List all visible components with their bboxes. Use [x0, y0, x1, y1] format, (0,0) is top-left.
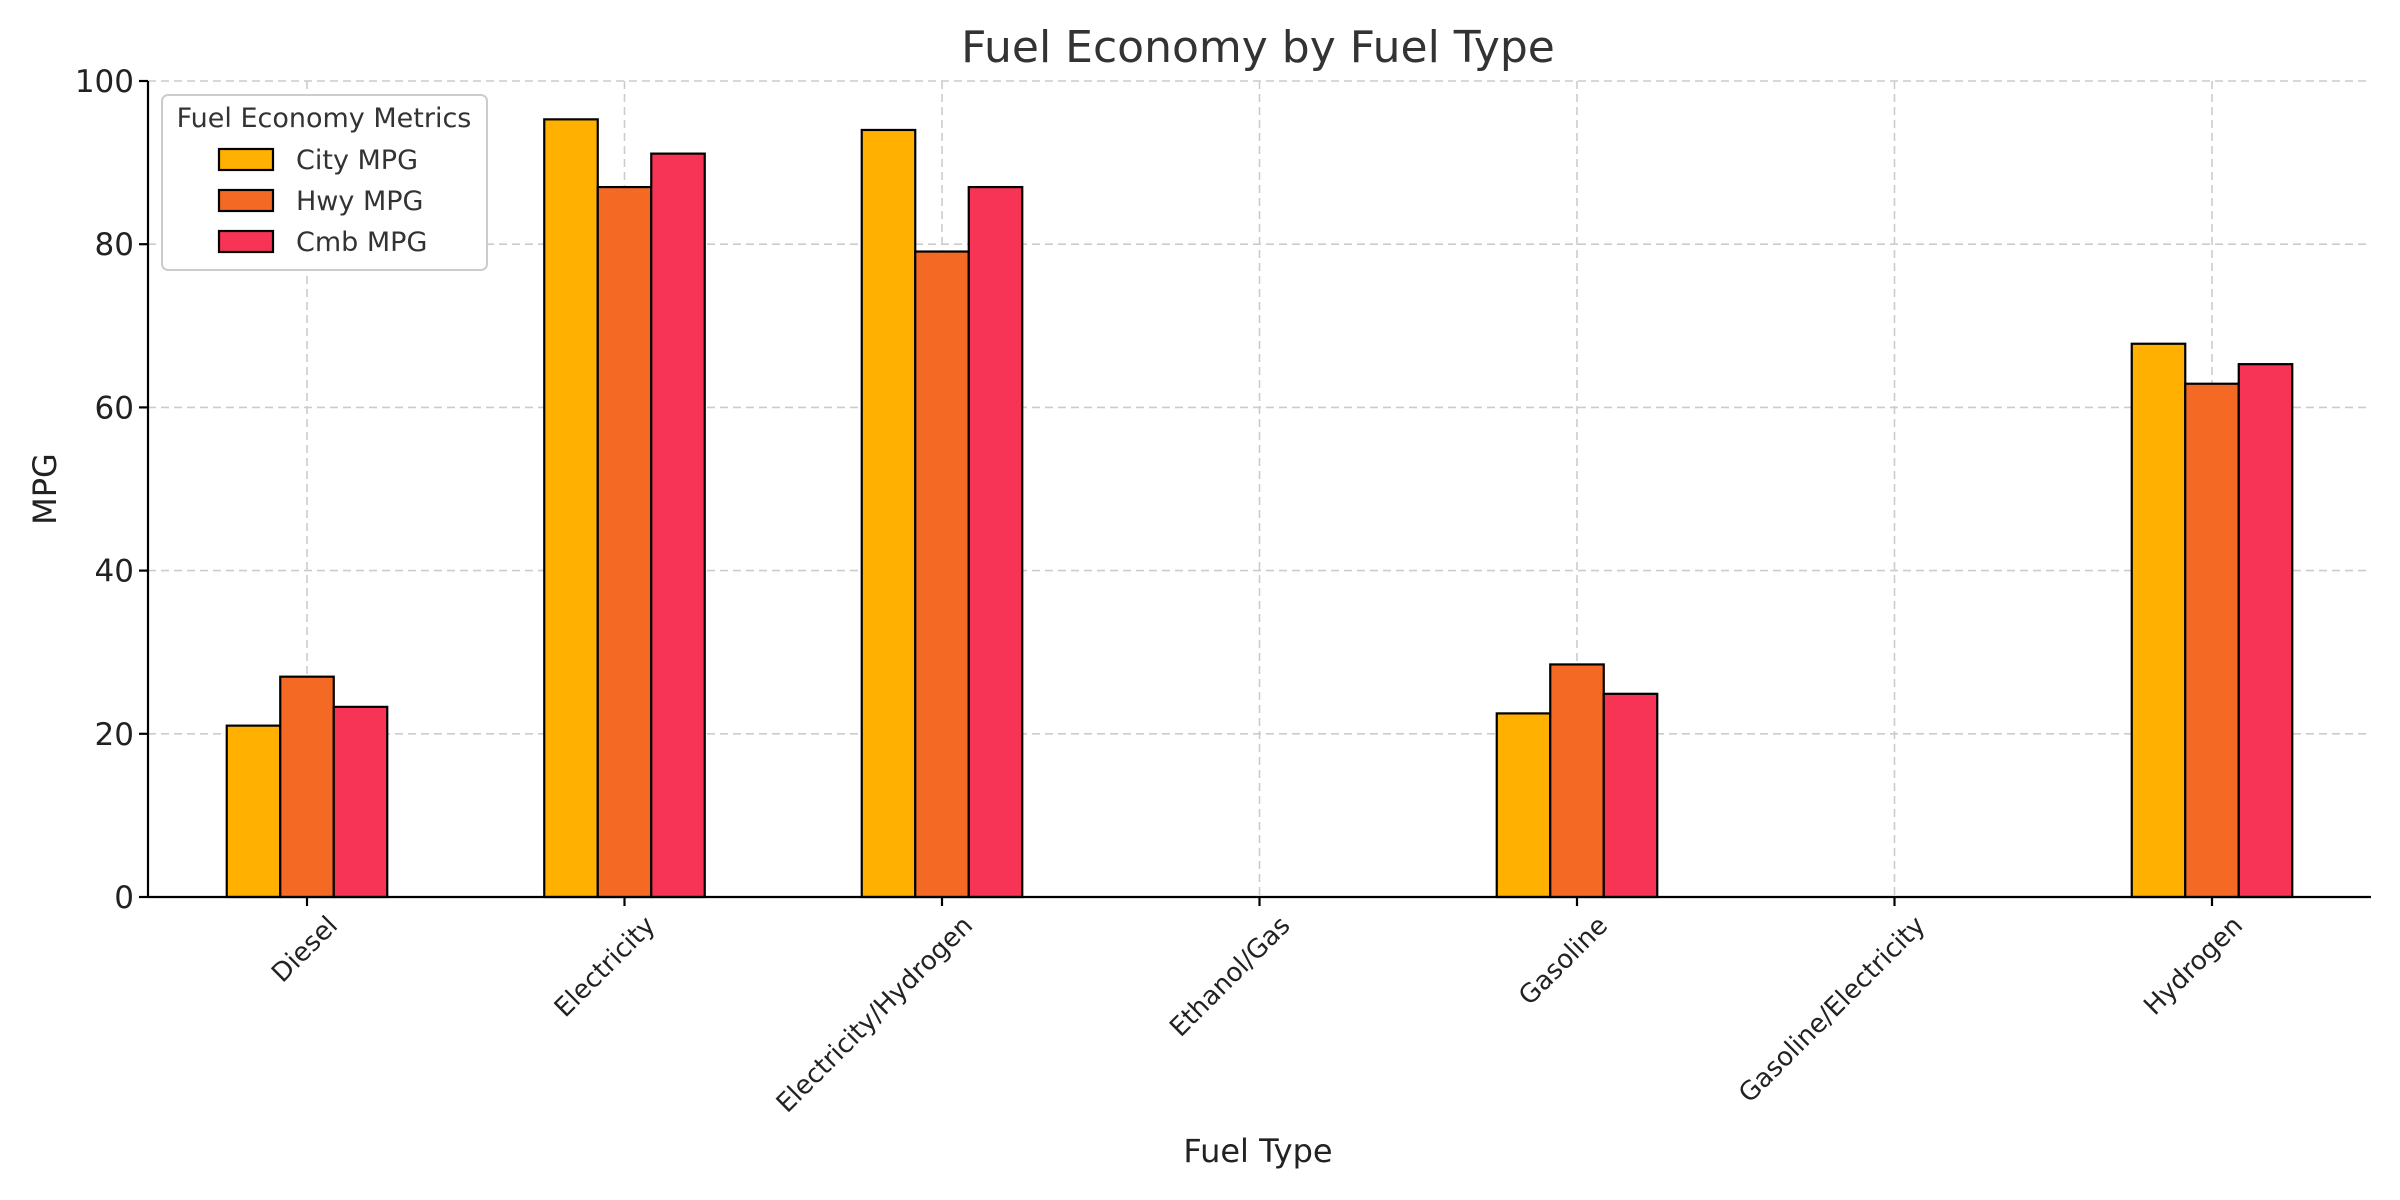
- bar: [967, 185, 1024, 899]
- legend-swatch: [217, 147, 275, 172]
- legend: Fuel Economy Metrics City MPG Hwy MPG Cmb …: [161, 94, 488, 271]
- y-tick-label: 40: [95, 554, 134, 590]
- x-axis-label: Fuel Type: [1183, 1132, 1332, 1170]
- x-tick-labels: Diesel Electricity Electricity/Hydrogen Eth…: [266, 897, 2249, 1119]
- x-tick-label: Hydrogen: [2138, 911, 2249, 1022]
- legend-box: [161, 94, 488, 271]
- x-tick-label: Electricity: [549, 911, 662, 1024]
- bar: [543, 118, 599, 899]
- bar: [225, 724, 282, 899]
- bar: [1549, 663, 1605, 899]
- bar: [596, 185, 653, 899]
- x-tick-label: Ethanol/Gas: [1164, 911, 1296, 1043]
- bar: [650, 152, 706, 899]
- chart-title: Fuel Economy by Fuel Type: [961, 22, 1555, 73]
- bar: [279, 675, 335, 899]
- y-tick-label: 100: [75, 64, 134, 100]
- y-tick-label: 80: [95, 227, 134, 263]
- bar: [1602, 692, 1659, 899]
- legend-entries: City MPG Hwy MPG Cmb MPG: [217, 145, 427, 258]
- bar: [914, 250, 970, 899]
- y-tick-label: 0: [114, 880, 134, 916]
- y-tick-labels: 0 20 40 60 80 100: [75, 64, 148, 916]
- legend-swatch: [217, 188, 275, 213]
- bar: [1495, 712, 1552, 899]
- bar: [2184, 382, 2240, 899]
- legend-entry-label: Hwy MPG: [296, 186, 423, 217]
- y-tick-label: 60: [95, 390, 134, 426]
- bar: [2237, 363, 2294, 899]
- bars: [225, 118, 2294, 899]
- legend-title: Fuel Economy Metrics: [177, 103, 472, 134]
- legend-entry-label: City MPG: [296, 145, 418, 176]
- x-tick-label: Gasoline/Electricity: [1733, 911, 1931, 1109]
- legend-entry-label: Cmb MPG: [296, 227, 427, 258]
- bar: [332, 705, 389, 899]
- x-tick-label: Electricity/Hydrogen: [771, 911, 979, 1119]
- bar: [860, 128, 917, 899]
- y-axis-label: MPG: [26, 453, 64, 525]
- x-tick-label: Diesel: [266, 911, 344, 989]
- legend-swatch: [217, 229, 275, 254]
- bar: [2130, 342, 2187, 899]
- y-tick-label: 20: [95, 717, 134, 753]
- x-tick-label: Gasoline: [1513, 911, 1614, 1012]
